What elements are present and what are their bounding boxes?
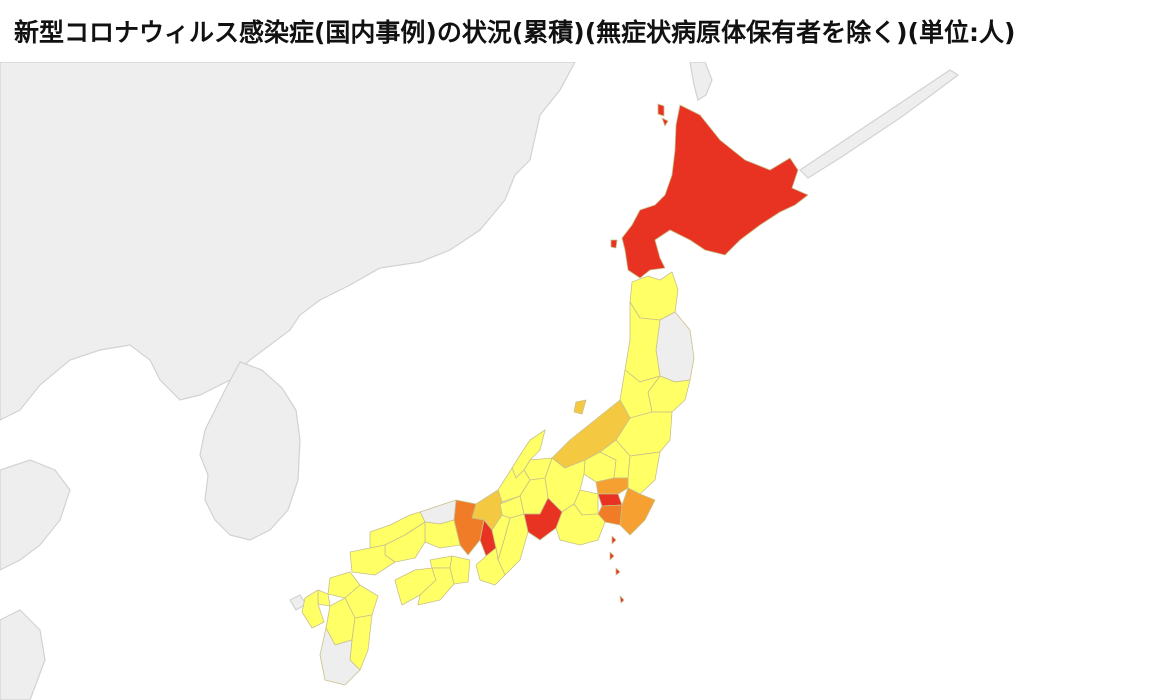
region-kagoshima[interactable] <box>319 627 361 686</box>
region-hokkaido-rishiri[interactable] <box>661 117 669 127</box>
region-kanagawa[interactable] <box>597 504 623 526</box>
region-wakayama[interactable] <box>475 547 506 586</box>
map-title: 新型コロナウィルス感染症(国内事例)の状況(累積)(無症状病原体保有者を除く)(… <box>14 18 1016 47</box>
china-coast <box>0 459 71 571</box>
region-kagawa[interactable] <box>429 555 453 569</box>
sakhalin-island <box>689 62 713 101</box>
region-hokkaido[interactable] <box>621 104 809 279</box>
region-sado[interactable] <box>573 399 587 415</box>
region-shizuoka[interactable] <box>555 503 606 546</box>
region-izu-south[interactable] <box>619 595 625 604</box>
region-hokkaido-rebun[interactable] <box>657 103 665 117</box>
region-kochi[interactable] <box>417 567 455 606</box>
title-bar: 新型コロナウィルス感染症(国内事例)の状況(累積)(無症状病原体保有者を除く)(… <box>0 0 1160 62</box>
region-izu-oshima[interactable] <box>611 535 617 545</box>
region-izu-hachijo[interactable] <box>609 551 615 561</box>
kuril-islands <box>799 69 960 179</box>
region-tottori[interactable] <box>419 499 457 525</box>
japan-choropleth-map[interactable] <box>0 62 1160 700</box>
region-aichi[interactable] <box>523 497 563 541</box>
region-ibaraki[interactable] <box>627 451 661 495</box>
china-south-land <box>0 609 46 700</box>
japan-prefectures[interactable] <box>301 103 809 686</box>
region-nagasaki[interactable] <box>301 589 325 629</box>
map-area[interactable] <box>0 62 1160 700</box>
continent-land <box>0 62 576 421</box>
region-hokkaido-okushiri[interactable] <box>610 239 618 249</box>
region-okayama[interactable] <box>424 519 461 549</box>
region-chiba[interactable] <box>619 487 656 536</box>
background-land <box>0 62 960 700</box>
korea-peninsula <box>199 361 301 541</box>
region-tokyo[interactable] <box>597 493 623 507</box>
region-izu-miyake[interactable] <box>615 567 621 576</box>
region-yamaguchi[interactable] <box>349 544 396 576</box>
region-iwate[interactable] <box>655 311 695 383</box>
